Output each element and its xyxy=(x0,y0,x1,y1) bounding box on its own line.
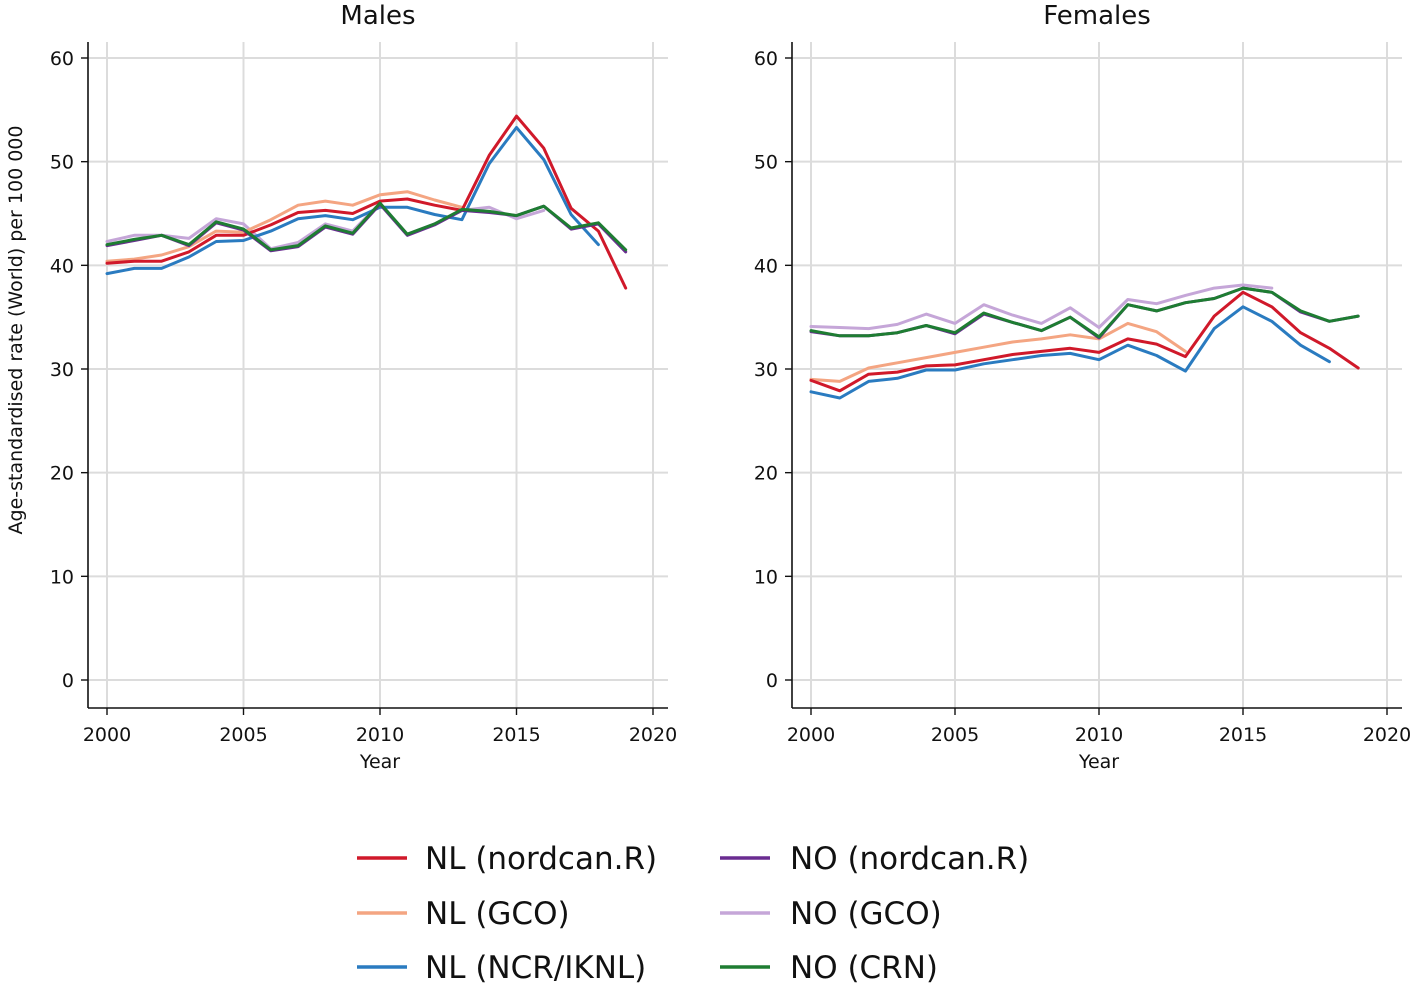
y-tick-label: 10 xyxy=(754,566,778,588)
legend-label: NL (NCR/IKNL) xyxy=(425,950,646,986)
y-tick-label: 0 xyxy=(62,670,74,692)
series-line-nl_ncr xyxy=(809,305,1331,400)
x-tick-label: 2005 xyxy=(931,724,979,746)
chart-title: Females xyxy=(1043,1,1151,31)
legend-label: NL (GCO) xyxy=(425,896,570,932)
y-tick-label: 50 xyxy=(50,152,74,174)
legend-label: NL (nordcan.R) xyxy=(425,841,657,877)
x-tick-label: 2000 xyxy=(787,724,835,746)
legend-label: NO (GCO) xyxy=(790,896,942,932)
series-line-nl_ncr xyxy=(105,126,600,276)
y-tick-label: 0 xyxy=(766,670,778,692)
panel-males: Males 0 10 20 30 40 50 60 2000 2005 2010 2015 2020 Ye… xyxy=(50,1,677,773)
x-tick-label: 2015 xyxy=(492,724,540,746)
x-tick-label: 2010 xyxy=(1075,724,1123,746)
series-line-no_gco xyxy=(809,283,1274,331)
series-line-no_crn xyxy=(809,286,1360,339)
series-line-nl_nordcan xyxy=(105,114,628,290)
x-tick-label: 2005 xyxy=(219,724,267,746)
panel-females: Females 0 10 20 30 40 50 60 2000 2005 2010 2015 2020… xyxy=(754,1,1411,773)
x-axis-label: Year xyxy=(359,751,400,773)
x-tick-label: 2020 xyxy=(629,724,677,746)
series-line-nl_nordcan xyxy=(809,290,1360,393)
x-axis-label: Year xyxy=(1078,751,1119,773)
legend: NL (nordcan.R) NL (GCO) NL (NCR/IKNL) NO (n… xyxy=(357,841,1029,986)
y-tick-label: 50 xyxy=(754,152,778,174)
x-tick-label: 2015 xyxy=(1219,724,1267,746)
legend-label: NO (nordcan.R) xyxy=(790,841,1029,877)
x-tick-label: 2000 xyxy=(83,724,131,746)
y-tick-label: 30 xyxy=(754,359,778,381)
y-tick-label: 40 xyxy=(50,255,74,277)
y-tick-label: 40 xyxy=(754,255,778,277)
y-axis-label: Age-standardised rate (World) per 100 00… xyxy=(5,126,27,535)
y-tick-label: 60 xyxy=(754,48,778,70)
y-tick-label: 30 xyxy=(50,359,74,381)
chart-title: Males xyxy=(340,1,415,31)
series-line-nl_gco xyxy=(105,190,464,263)
series-line-no_crn xyxy=(105,201,628,252)
y-tick-label: 20 xyxy=(50,463,74,485)
series-line-nl_gco xyxy=(809,321,1187,383)
x-tick-label: 2020 xyxy=(1363,724,1411,746)
y-tick-label: 10 xyxy=(50,566,74,588)
y-tick-label: 60 xyxy=(50,48,74,70)
y-tick-label: 20 xyxy=(754,463,778,485)
x-tick-label: 2010 xyxy=(356,724,404,746)
legend-label: NO (CRN) xyxy=(790,950,938,986)
